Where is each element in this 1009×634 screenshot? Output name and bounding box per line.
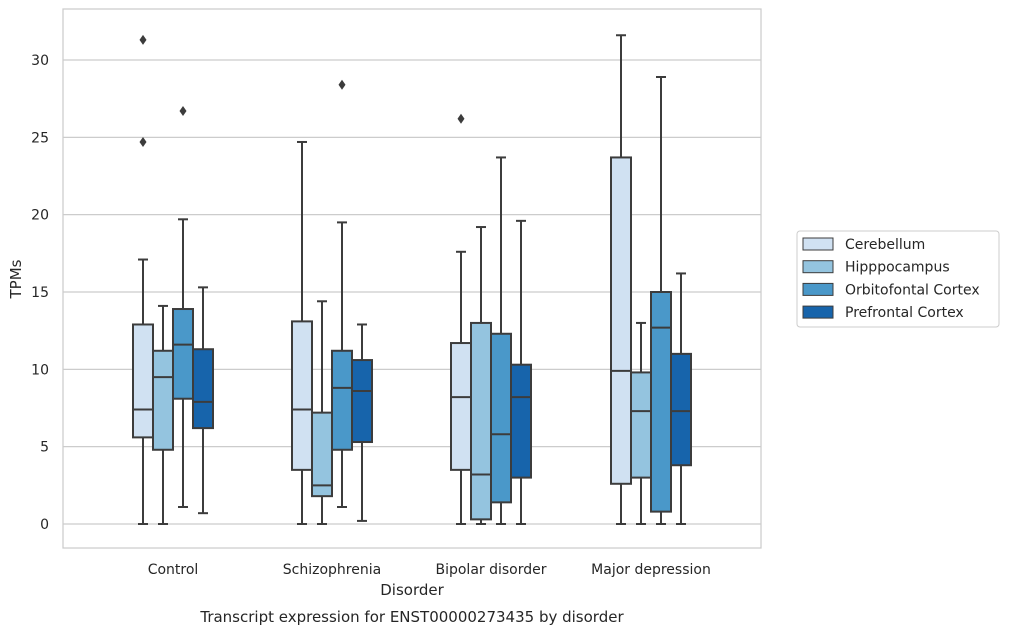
iqr-box [132,323,154,439]
iqr-box [650,291,672,513]
legend-swatch [802,237,834,251]
box-1-2 [331,79,353,508]
legend-label: Orbitofontal Cortex [845,282,980,298]
iqr-box [351,359,373,444]
box-1-1 [311,300,333,525]
outlier-point [139,34,147,45]
box-1-0 [291,140,313,525]
y-tick-label: 30 [31,53,49,69]
iqr-box [470,321,492,521]
box-1-3 [351,323,373,522]
iqr-box [152,349,174,451]
chart-caption: Transcript expression for ENST0000027343… [199,608,624,626]
iqr-box [670,352,692,467]
iqr-box [450,342,472,471]
boxes-layer [132,34,692,525]
iqr-box [331,349,353,451]
box-2-3 [510,219,532,525]
box-2-0 [450,113,472,525]
x-tick-labels: Control Schizophrenia Bipolar disorder Majo… [148,562,711,578]
box-0-0 [132,34,154,525]
box-3-2 [650,76,672,525]
box-3-1 [630,321,652,525]
y-tick-labels: 0 5 10 15 20 25 30 [31,53,49,533]
legend-label: Prefrontal Cortex [845,305,964,321]
x-tick-label: Schizophrenia [283,562,381,578]
legend-swatch [802,282,834,296]
plot-area-frame [62,8,762,549]
outlier-point [338,79,346,90]
x-tick-label: Bipolar disorder [435,562,546,578]
y-tick-label: 10 [31,362,49,378]
legend-swatch [802,305,834,319]
iqr-box [490,332,512,504]
y-tick-label: 25 [31,130,49,146]
x-tick-label: Major depression [591,562,711,578]
legend: Cerebellum Hipppocampus Orbitofontal Corte… [796,230,1000,328]
iqr-box [610,156,632,485]
legend-swatch [802,260,834,274]
box-2-2 [490,156,512,525]
y-tick-label: 5 [40,440,49,456]
iqr-box [291,320,313,471]
legend-label: Hipppocampus [845,260,950,276]
iqr-box [172,308,194,400]
box-0-3 [192,286,214,515]
box-0-2 [172,106,194,508]
legend-label: Cerebellum [845,237,925,253]
outlier-point [457,113,465,124]
y-tick-label: 15 [31,285,49,301]
box-2-1 [470,226,492,525]
box-3-3 [670,272,692,525]
x-tick-label: Control [148,562,199,578]
y-axis-label: TPMs [7,259,25,299]
outlier-point [139,136,147,147]
legend-frame [796,230,1000,328]
iqr-box [510,363,532,479]
iqr-box [311,411,333,498]
box-3-0 [610,34,632,525]
y-tick-label: 0 [40,517,49,533]
iqr-box [192,348,214,430]
y-tick-label: 20 [31,208,49,224]
box-0-1 [152,304,174,525]
iqr-box [630,371,652,479]
x-axis-label: Disorder [380,581,444,599]
outlier-point [179,106,187,117]
